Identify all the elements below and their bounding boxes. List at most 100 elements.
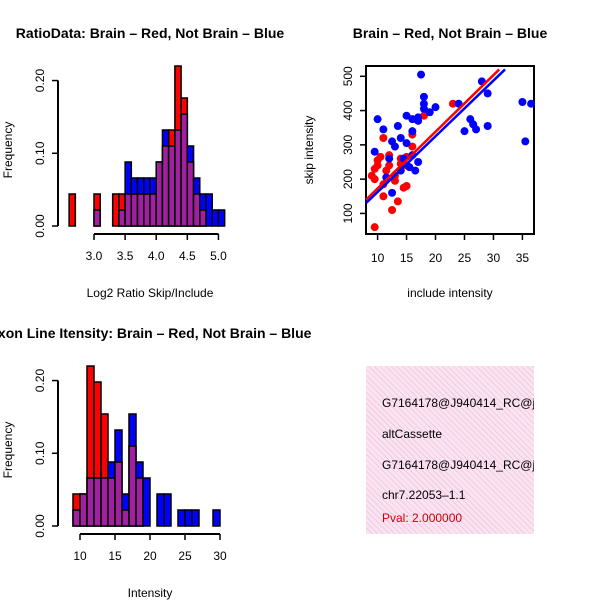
intensity-bar-high (156, 493, 165, 527)
intensity-bar-overlap (79, 493, 88, 527)
gene-location-label: chr7.22053–1.1 (382, 488, 466, 502)
not-brain-point (527, 99, 536, 108)
not-brain-point (419, 99, 428, 108)
intensity-bar-overlap (86, 477, 95, 527)
intensity-bar-high (177, 509, 186, 527)
intensity-bar-high (191, 509, 200, 527)
not-brain-point (388, 188, 397, 197)
ratio-histogram-title: RatioData: Brain – Red, Not Brain – Blue (16, 25, 285, 41)
ratio-histogram-bars (68, 65, 226, 227)
ratio-x-tick-label: 4.5 (179, 249, 196, 263)
scatter-plot-frame (365, 65, 535, 235)
ratio-bar-overlap (155, 161, 164, 227)
ratio-bar-high (217, 209, 226, 227)
ratio-bar-overlap (186, 161, 195, 227)
intensity-scatter-panel: Brain – Red, Not Brain – Blue include in… (302, 25, 547, 300)
not-brain-point (411, 166, 420, 175)
intensity-histogram-ylabel: Frequency (1, 422, 15, 479)
not-brain-point (483, 89, 492, 98)
brain-point (379, 134, 388, 142)
brain-point (408, 142, 417, 151)
not-brain-point (373, 115, 382, 124)
ratio-x-tick-label: 3.0 (86, 249, 103, 263)
intensity-y-tick-label: 0.20 (33, 369, 47, 393)
scatter-y-tick-label: 500 (341, 66, 355, 86)
scatter-x-tick-label: 10 (371, 251, 385, 265)
intensity-x-tick-label: 10 (73, 549, 87, 563)
ratio-bar-overlap (149, 193, 157, 227)
ratio-histogram-axes: 3.0 3.5 4.0 4.5 5.0 0.00 0.10 0.20 (33, 69, 227, 263)
event-type-label: altCassette (382, 427, 443, 441)
intensity-bar-high (163, 493, 172, 527)
ratio-bar-overlap (180, 113, 189, 227)
ratio-y-tick-label: 0.10 (33, 141, 47, 165)
not-brain-fit-line (365, 68, 506, 205)
intensity-bar-overlap (100, 477, 109, 527)
intensity-x-tick-label: 25 (178, 549, 192, 563)
scatter-x-tick-label: 30 (487, 251, 501, 265)
intensity-x-tick-label: 15 (108, 549, 122, 563)
not-brain-point (414, 113, 423, 122)
not-brain-point (460, 127, 469, 136)
ratio-histogram-xlabel: Log2 Ratio Skip/Include (87, 286, 214, 300)
scatter-x-tick-label: 15 (400, 251, 414, 265)
ratio-histogram-ylabel: Frequency (1, 122, 15, 179)
not-brain-point (393, 122, 402, 130)
scatter-marks (365, 68, 536, 232)
not-brain-point (370, 147, 379, 156)
brain-point (393, 197, 402, 206)
intensity-bar-overlap (121, 509, 130, 527)
ratio-histogram-panel: RatioData: Brain – Red, Not Brain – Blue… (1, 25, 284, 300)
brain-point (388, 206, 397, 214)
scatter-x-tick-label: 25 (458, 251, 472, 265)
intensity-bar-high (184, 509, 193, 527)
ratio-bar-overlap (174, 129, 182, 227)
ratio-x-tick-label: 5.0 (210, 249, 227, 263)
scatter-title: Brain – Red, Not Brain – Blue (353, 25, 548, 41)
ratio-bar-overlap (199, 209, 207, 227)
ratio-bar-high (211, 209, 220, 227)
intensity-bar-overlap (72, 509, 81, 527)
brain-fit-line (365, 68, 501, 201)
not-brain-point (379, 125, 388, 134)
not-brain-point (431, 103, 440, 112)
brain-point (370, 223, 379, 232)
scatter-x-tick-label: 20 (429, 251, 443, 265)
ratio-bar-overlap (124, 193, 133, 227)
probe-info-panel: G7164178@J940414_RC@j_at altCassette G71… (366, 366, 534, 534)
intensity-bar-overlap (114, 461, 123, 527)
scatter-ylabel: skip intensity (302, 116, 316, 185)
not-brain-point (402, 139, 411, 148)
intensity-bar-overlap (93, 477, 102, 527)
not-brain-point (385, 154, 394, 163)
brain-point (385, 161, 394, 170)
not-brain-point (390, 142, 399, 151)
not-brain-point (405, 163, 414, 172)
pvalue-label: Pval: 2.000000 (382, 511, 463, 525)
intensity-histogram-title: Exon Line Itensity: Brain – Red, Not Bra… (0, 325, 312, 341)
ratio-bar-high (68, 193, 77, 227)
intensity-histogram-xlabel: Intensity (128, 586, 173, 600)
brain-point (448, 99, 457, 108)
ratio-bar-overlap (93, 209, 101, 227)
scatter-xlabel: include intensity (407, 286, 492, 300)
brain-point (379, 192, 388, 201)
not-brain-point (425, 108, 434, 117)
brain-point (376, 152, 385, 161)
probe-id-label: G7164178@J940414_RC@j_at (382, 396, 534, 410)
ratio-x-tick-label: 3.5 (117, 249, 134, 263)
intensity-bar-high (142, 477, 151, 527)
not-brain-point (518, 98, 527, 106)
not-brain-point (483, 122, 492, 130)
scatter-axes: 10 15 20 25 30 35 100 200 300 400 500 (341, 66, 529, 265)
intensity-histogram-bars (72, 365, 221, 527)
brain-point (370, 175, 379, 184)
ratio-bar-high (111, 193, 120, 227)
scatter-y-tick-label: 100 (341, 203, 355, 223)
intensity-histogram-axes: 10 15 20 25 30 0.00 0.10 0.20 (33, 369, 227, 563)
scatter-y-tick-label: 300 (341, 135, 355, 155)
scatter-x-tick-label: 35 (516, 251, 530, 265)
ratio-bar-overlap (118, 209, 126, 227)
intensity-x-tick-label: 30 (213, 549, 227, 563)
